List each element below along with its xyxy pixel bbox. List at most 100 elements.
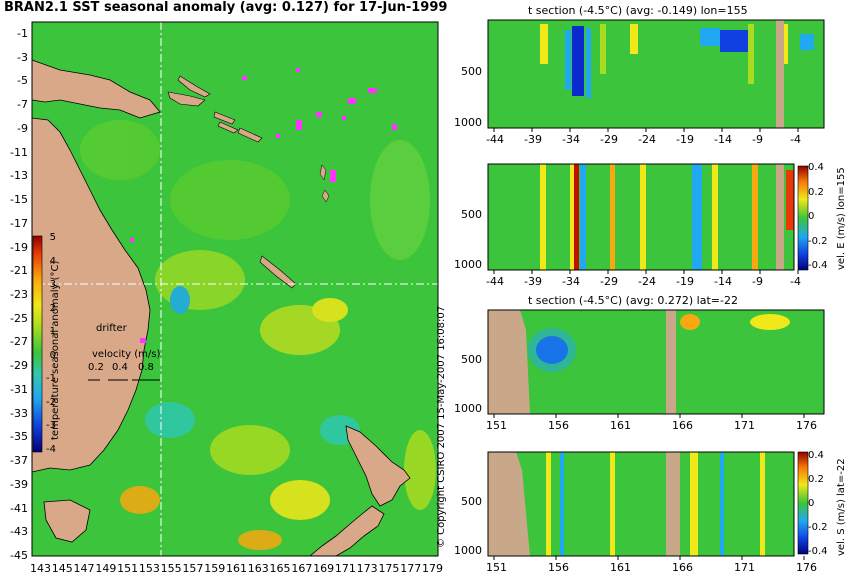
colorbar-tick: -3 <box>46 420 56 432</box>
section-x-tick: -39 <box>524 133 542 146</box>
colorbar-tick: 5 <box>49 232 56 243</box>
colorbar-tick: -2 <box>46 396 56 408</box>
section-x-tick: -34 <box>562 275 580 288</box>
section-x-tick: 161 <box>610 419 631 432</box>
map-x-tick: 147 <box>73 562 95 575</box>
section-x-tick: 161 <box>610 561 631 574</box>
section-colorbar-tick: 0.4 <box>808 162 824 173</box>
velocity-scale-value: 0.8 <box>138 362 154 373</box>
map-y-tick: -37 <box>10 454 28 468</box>
section-colorbar-tick: 0.2 <box>808 186 824 198</box>
colorbar-tick: -1 <box>46 373 56 385</box>
map-colorbar-label: temperature seasonal anomaly (°C) <box>50 260 61 440</box>
land-new-zealand-north <box>345 425 411 507</box>
map-y-tick: -35 <box>10 430 28 444</box>
land-australia <box>31 117 151 473</box>
map-y-tick: -11 <box>10 145 28 159</box>
map-y-tick: -33 <box>10 406 28 420</box>
section-panel-4 <box>487 451 809 557</box>
map-x-tick: 153 <box>138 562 160 575</box>
section-x-tick: -19 <box>676 133 694 146</box>
map-x-tick: 165 <box>269 562 291 575</box>
drifter-label: drifter <box>96 323 127 334</box>
sst-colorbar <box>32 235 43 453</box>
section-x-tick: -39 <box>524 275 542 288</box>
land-new-guinea <box>31 59 161 119</box>
section-x-tick: -4 <box>790 133 801 146</box>
section-x-tick: -4 <box>790 275 801 288</box>
section-x-tick: -14 <box>714 133 732 146</box>
section-x-tick: -14 <box>714 275 732 288</box>
section-y-tick: 1000 <box>454 115 482 129</box>
section-title: t section (-4.5°C) (avg: -0.149) lon=155 <box>528 4 748 17</box>
tick-marks <box>493 128 805 560</box>
section-x-tick: 171 <box>734 561 755 574</box>
section-x-tick: -29 <box>600 133 618 146</box>
section-x-tick: 156 <box>548 419 569 432</box>
section-x-tick: -29 <box>600 275 618 288</box>
section-x-tick: -24 <box>638 275 656 288</box>
section-x-tick: -44 <box>486 133 504 146</box>
section-panel-1 <box>487 19 825 129</box>
map-x-tick: 169 <box>313 562 335 575</box>
map-x-tick: 163 <box>247 562 269 575</box>
section-x-tick: -34 <box>562 133 580 146</box>
section-x-tick: 171 <box>734 419 755 432</box>
map-x-tick: 157 <box>182 562 204 575</box>
section-colorbar-tick: 0.2 <box>808 474 824 485</box>
section-x-tick: -19 <box>676 275 694 288</box>
velocity-scale-value: 0.2 <box>88 362 104 373</box>
section-y-tick: 500 <box>461 64 482 78</box>
map-y-tick: -3 <box>17 50 28 64</box>
land-new-britain <box>167 91 206 107</box>
colorbar-tick: 0 <box>49 349 56 361</box>
colorbar-tick: 3 <box>49 279 56 291</box>
section-colorbar-tick: 0 <box>808 498 815 509</box>
map-y-tick: -13 <box>10 169 28 183</box>
section-y-tick: 1000 <box>454 401 482 415</box>
section-y-tick: 500 <box>461 207 482 221</box>
map-y-tick: -43 <box>10 525 28 539</box>
map-y-tick: -21 <box>10 264 28 278</box>
section-title: t section (-4.5°C) (avg: 0.272) lat=-22 <box>528 294 738 307</box>
section-panel-3 <box>487 309 825 415</box>
drifter-markers <box>130 68 397 343</box>
section-colorbar-tick: -0.4 <box>808 546 828 557</box>
land-new-caledonia <box>259 255 297 289</box>
map-x-tick: 173 <box>356 562 378 575</box>
section-x-tick: -9 <box>752 133 763 146</box>
section-y-tick: 500 <box>461 352 482 366</box>
section-panel-2 <box>487 163 809 271</box>
map-x-tick: 175 <box>378 562 400 575</box>
map-anomaly-patches <box>80 120 436 550</box>
map-y-tick: -41 <box>10 501 28 515</box>
section-x-tick: -44 <box>486 275 504 288</box>
map-x-tick: 155 <box>160 562 182 575</box>
map-y-tick: -39 <box>10 477 28 491</box>
section-x-tick: 166 <box>672 419 693 432</box>
section-colorbar-label: vel. S (m/s) lat=-22 <box>836 458 847 556</box>
map-y-tick: -5 <box>17 74 28 88</box>
map-x-tick: 171 <box>334 562 356 575</box>
section-x-tick: 151 <box>486 561 507 574</box>
velocity-label: velocity (m/s) <box>92 349 161 360</box>
map-x-tick: 161 <box>226 562 247 575</box>
land-vanuatu <box>319 164 330 203</box>
colorbar-tick: 4 <box>49 255 56 267</box>
map-y-tick: -23 <box>10 288 28 301</box>
map-x-tick: 167 <box>291 562 313 575</box>
colorbar-tick: 2 <box>49 302 56 314</box>
map-y-tick: -25 <box>10 311 28 325</box>
section-x-tick: 151 <box>486 419 507 432</box>
map-x-tick: 159 <box>204 562 226 575</box>
map-y-tick: -19 <box>10 240 28 254</box>
section-colorbar-tick: -0.2 <box>808 522 828 533</box>
map-y-tick: -9 <box>17 121 28 135</box>
map-y-tick: -7 <box>17 98 28 112</box>
map-x-tick: 145 <box>51 562 73 575</box>
map-y-tick: -15 <box>10 193 28 207</box>
section-x-tick: -24 <box>638 133 656 146</box>
map-y-tick: -45 <box>10 549 28 562</box>
